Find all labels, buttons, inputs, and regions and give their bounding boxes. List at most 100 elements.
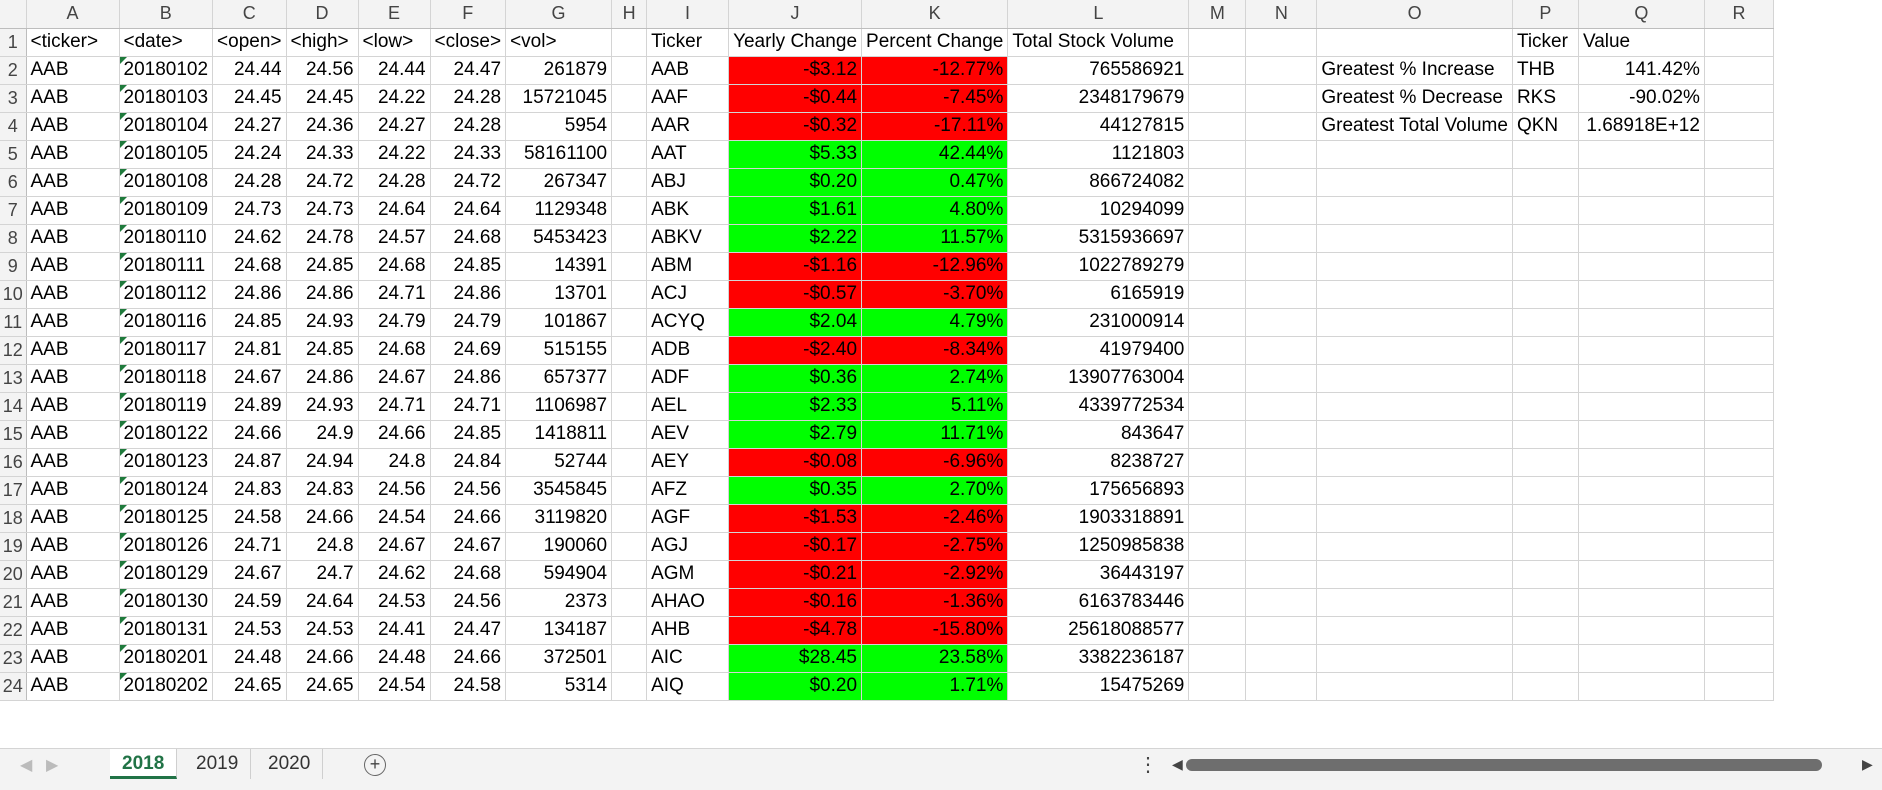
empty-cell[interactable] [1245,84,1318,113]
empty-cell[interactable] [1704,644,1774,673]
row-header[interactable]: 15 [0,420,27,449]
data-cell[interactable]: 24.81 [212,336,287,365]
row-header[interactable]: 5 [0,140,27,169]
empty-cell[interactable] [1578,532,1705,561]
summary-cell[interactable]: -$1.16 [728,252,863,281]
data-cell[interactable]: 24.69 [430,336,507,365]
data-cell[interactable]: AAB [26,644,120,673]
summary-cell[interactable]: ADB [646,336,730,365]
data-cell[interactable]: 20180103 [119,84,214,113]
greatest-value-cell[interactable]: 1.68918E+12 [1578,112,1705,141]
empty-cell[interactable] [1316,476,1513,505]
data-cell[interactable]: 24.62 [212,224,287,253]
data-cell[interactable]: 24.47 [430,616,507,645]
data-cell[interactable]: 24.27 [358,112,431,141]
empty-cell[interactable] [1512,504,1579,533]
data-cell[interactable]: 24.85 [430,252,507,281]
header-cell[interactable]: <date> [119,28,214,57]
empty-cell[interactable] [611,168,648,197]
data-cell[interactable]: 24.44 [358,56,431,85]
empty-cell[interactable] [1188,616,1247,645]
empty-cell[interactable] [1188,476,1247,505]
data-cell[interactable]: 24.85 [212,308,287,337]
data-cell[interactable]: 24.66 [358,420,431,449]
header-cell[interactable]: <high> [286,28,359,57]
summary-cell[interactable]: AAR [646,112,730,141]
empty-cell[interactable] [1704,140,1774,169]
empty-cell[interactable] [1578,364,1705,393]
data-cell[interactable]: 24.64 [358,196,431,225]
data-cell[interactable]: 5954 [505,112,613,141]
horizontal-scrollbar[interactable] [1186,759,1822,771]
data-cell[interactable]: 24.56 [286,56,359,85]
data-cell[interactable]: 13701 [505,280,613,309]
empty-cell[interactable] [1188,308,1247,337]
empty-cell[interactable] [611,644,648,673]
data-cell[interactable]: 20180130 [119,588,214,617]
empty-cell[interactable] [611,196,648,225]
row-header[interactable]: 23 [0,644,27,673]
data-cell[interactable]: AAB [26,560,120,589]
data-cell[interactable]: 24.58 [430,672,507,701]
data-cell[interactable]: 24.66 [286,504,359,533]
column-header-m[interactable]: M [1188,0,1247,29]
empty-cell[interactable] [1704,28,1774,57]
summary-cell[interactable]: 5315936697 [1007,224,1190,253]
empty-cell[interactable] [1512,140,1579,169]
empty-cell[interactable] [1245,140,1318,169]
empty-cell[interactable] [611,84,648,113]
empty-cell[interactable] [1578,224,1705,253]
column-header-q[interactable]: Q [1578,0,1705,29]
sheet-tab-2019[interactable]: 2019 [184,749,252,779]
summary-cell[interactable]: 5.11% [861,392,1009,421]
greatest-label-cell[interactable]: Greatest % Increase [1316,56,1513,85]
data-cell[interactable]: 24.44 [212,56,287,85]
empty-cell[interactable] [1578,336,1705,365]
data-cell[interactable]: 24.28 [430,84,507,113]
row-header[interactable]: 12 [0,336,27,365]
data-cell[interactable]: AAB [26,336,120,365]
scroll-left-icon[interactable]: ◀ [1172,756,1183,772]
empty-cell[interactable] [1316,448,1513,477]
empty-cell[interactable] [1578,448,1705,477]
summary-cell[interactable]: -15.80% [861,616,1009,645]
empty-cell[interactable] [611,588,648,617]
column-header-o[interactable]: O [1316,0,1513,29]
summary-cell[interactable]: $0.20 [728,168,863,197]
data-cell[interactable]: 24.84 [430,448,507,477]
data-cell[interactable]: 24.33 [430,140,507,169]
empty-cell[interactable] [1704,196,1774,225]
empty-cell[interactable] [1245,588,1318,617]
empty-cell[interactable] [611,140,648,169]
empty-cell[interactable] [1245,392,1318,421]
summary-cell[interactable]: 0.47% [861,168,1009,197]
data-cell[interactable]: 24.56 [358,476,431,505]
data-cell[interactable]: AAB [26,224,120,253]
data-cell[interactable]: 24.86 [430,280,507,309]
empty-cell[interactable] [1704,420,1774,449]
empty-cell[interactable] [611,504,648,533]
summary-header-cell[interactable]: Percent Change [861,28,1009,57]
summary-cell[interactable]: AAB [646,56,730,85]
empty-cell[interactable] [1578,476,1705,505]
data-cell[interactable]: 515155 [505,336,613,365]
empty-cell[interactable] [1578,644,1705,673]
data-cell[interactable]: 24.59 [212,588,287,617]
empty-cell[interactable] [1245,532,1318,561]
empty-cell[interactable] [1578,560,1705,589]
empty-cell[interactable] [611,28,648,57]
empty-cell[interactable] [1188,560,1247,589]
empty-cell[interactable] [1704,336,1774,365]
summary-cell[interactable]: -$0.08 [728,448,863,477]
empty-cell[interactable] [1578,280,1705,309]
data-cell[interactable]: 24.87 [212,448,287,477]
empty-cell[interactable] [1704,56,1774,85]
empty-cell[interactable] [1512,532,1579,561]
summary-cell[interactable]: -17.11% [861,112,1009,141]
header-cell[interactable]: <vol> [505,28,613,57]
empty-cell[interactable] [1578,196,1705,225]
row-header[interactable]: 9 [0,252,27,281]
column-header-c[interactable]: C [212,0,287,29]
data-cell[interactable]: 24.71 [358,280,431,309]
